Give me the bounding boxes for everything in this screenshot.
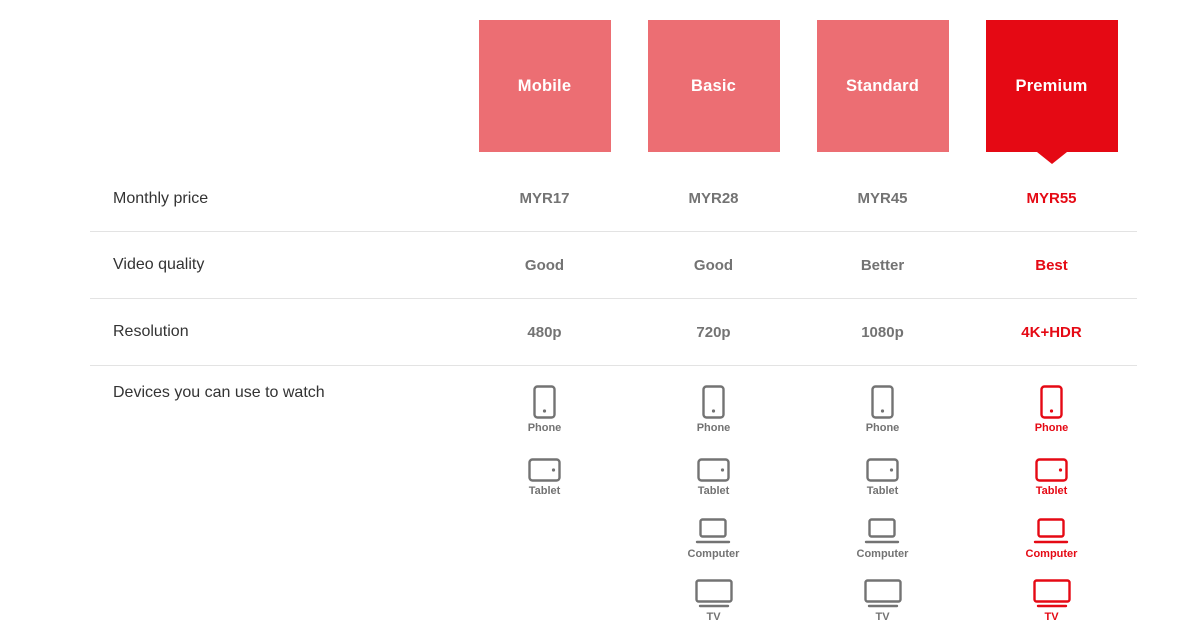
device-tablet: Tablet — [528, 435, 561, 498]
phone-icon — [1040, 385, 1063, 419]
resolution-mobile: 480p — [527, 323, 562, 341]
plan-tab-basic[interactable]: Basic — [647, 20, 780, 152]
device-computer: Computer — [687, 498, 740, 561]
computer-icon — [864, 518, 900, 545]
resolution-basic: 720p — [696, 323, 731, 341]
device-label: Computer — [856, 548, 909, 560]
devices-premium: Phone Tablet — [967, 366, 1136, 624]
plan-tab-standard[interactable]: Standard — [816, 20, 949, 152]
price-standard: MYR45 — [857, 190, 908, 207]
device-label: Phone — [527, 422, 562, 434]
resolution-premium: 4K+HDR — [1021, 323, 1082, 341]
plan-header-row: Mobile Basic Standard Premium — [90, 0, 1137, 152]
tablet-icon — [1035, 458, 1068, 482]
device-phone: Phone — [1034, 372, 1069, 435]
resolution-row: Resolution 480p 720p 1080p 4K+HDR — [90, 299, 1137, 366]
resolution-standard: 1080p — [861, 323, 904, 341]
device-label: Tablet — [697, 485, 730, 497]
price-premium: MYR55 — [1026, 190, 1077, 207]
device-tablet: Tablet — [697, 435, 730, 498]
plan-comparison-table: Mobile Basic Standard Premium Monthly pr… — [90, 0, 1137, 624]
phone-icon — [533, 385, 556, 419]
device-label: Computer — [687, 548, 740, 560]
devices-basic: Phone Tablet — [629, 366, 798, 624]
device-tablet: Tablet — [1035, 435, 1068, 498]
device-tv: TV — [694, 561, 733, 624]
price-basic: MYR28 — [688, 190, 739, 207]
tv-icon — [694, 579, 733, 608]
device-label: Phone — [865, 422, 900, 434]
device-label: Tablet — [866, 485, 899, 497]
device-tv: TV — [863, 561, 902, 624]
plan-tab-mobile[interactable]: Mobile — [478, 20, 611, 152]
device-tablet: Tablet — [866, 435, 899, 498]
tv-icon — [863, 579, 902, 608]
device-computer: Computer — [1025, 498, 1078, 561]
device-phone: Phone — [527, 372, 562, 435]
device-tv: TV — [1032, 561, 1071, 624]
quality-standard: Better — [860, 256, 905, 274]
device-computer: Computer — [856, 498, 909, 561]
device-label: Tablet — [1035, 485, 1068, 497]
tablet-icon — [697, 458, 730, 482]
phone-icon — [702, 385, 725, 419]
devices-mobile: Phone Tablet — [460, 366, 629, 498]
device-label: Tablet — [528, 485, 561, 497]
devices-row: Devices you can use to watch Phone — [90, 366, 1137, 624]
computer-icon — [1033, 518, 1069, 545]
device-phone: Phone — [696, 372, 731, 435]
device-label: TV — [1044, 611, 1059, 623]
resolution-label: Resolution — [113, 323, 189, 340]
video-quality-label: Video quality — [113, 256, 205, 273]
price-mobile: MYR17 — [519, 190, 570, 207]
device-label: Phone — [696, 422, 731, 434]
monthly-price-label: Monthly price — [113, 189, 209, 207]
device-phone: Phone — [865, 372, 900, 435]
device-label: Phone — [1034, 422, 1069, 434]
device-label: Computer — [1025, 548, 1078, 560]
devices-standard: Phone Tablet — [798, 366, 967, 624]
tablet-icon — [866, 458, 899, 482]
tablet-icon — [528, 458, 561, 482]
quality-basic: Good — [693, 256, 734, 274]
computer-icon — [695, 518, 731, 545]
phone-icon — [871, 385, 894, 419]
plan-tab-premium[interactable]: Premium — [985, 20, 1118, 152]
device-label: TV — [706, 611, 721, 623]
devices-label: Devices you can use to watch — [113, 384, 325, 401]
quality-mobile: Good — [524, 256, 565, 274]
quality-premium: Best — [1035, 256, 1068, 274]
monthly-price-row: Monthly price MYR17 MYR28 MYR45 MYR55 — [90, 152, 1137, 232]
tv-icon — [1032, 579, 1071, 608]
header-spacer — [90, 0, 460, 152]
video-quality-row: Video quality Good Good Better Best — [90, 232, 1137, 299]
device-label: TV — [875, 611, 890, 623]
